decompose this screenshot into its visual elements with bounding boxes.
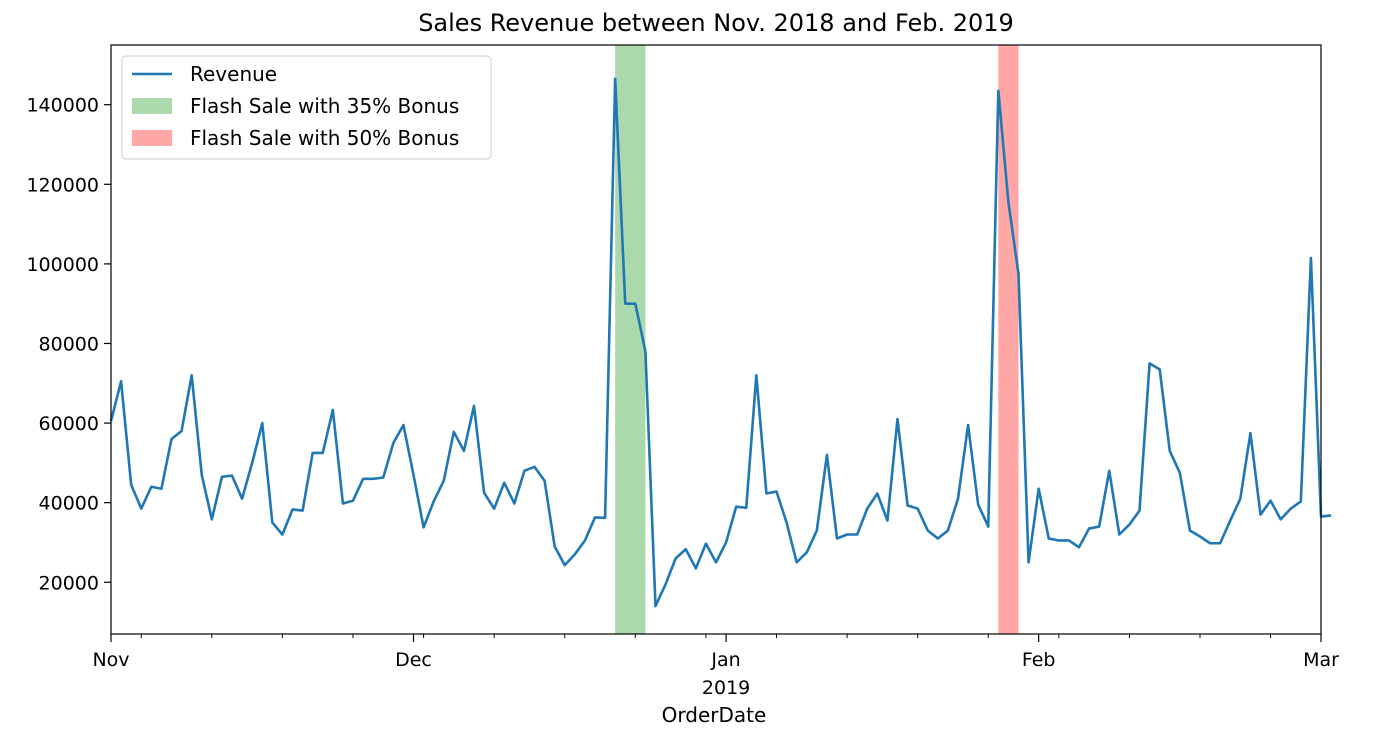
legend-label: Flash Sale with 35% Bonus xyxy=(190,94,459,118)
chart-title: Sales Revenue between Nov. 2018 and Feb.… xyxy=(418,9,1014,37)
legend-label: Revenue xyxy=(190,62,277,86)
spans-layer xyxy=(615,45,1019,634)
x-tick-label: Mar xyxy=(1303,649,1339,671)
x-tick-label: Feb xyxy=(1022,649,1056,671)
y-tick-label: 40000 xyxy=(39,493,99,515)
flash-sale-span-1 xyxy=(615,45,646,634)
y-tick-label: 100000 xyxy=(26,254,99,276)
x-tick-label: Jan xyxy=(710,649,740,671)
plot-frame xyxy=(110,44,1322,635)
y-tick-label: 120000 xyxy=(26,174,99,196)
legend-label: Flash Sale with 50% Bonus xyxy=(190,126,459,150)
flash-sale-span-2 xyxy=(998,45,1019,634)
y-tick-label: 20000 xyxy=(39,572,99,594)
legend-patch-swatch xyxy=(132,98,172,114)
x-axis: Nov Dec Jan 2019 Feb Mar xyxy=(92,634,1339,699)
legend: Revenue Flash Sale with 35% Bonus Flash Sa… xyxy=(121,55,492,160)
x-tick-label: Nov xyxy=(92,649,129,671)
series-layer xyxy=(109,77,1332,608)
x-tick-label: Dec xyxy=(395,649,432,671)
legend-patch-swatch xyxy=(132,130,172,146)
x-axis-label: OrderDate xyxy=(662,703,767,727)
y-tick-label: 80000 xyxy=(39,333,99,355)
y-tick-label: 60000 xyxy=(39,413,99,435)
x-tick-sublabel: 2019 xyxy=(702,677,750,699)
series-line-revenue xyxy=(109,77,1332,608)
y-tick-label: 140000 xyxy=(26,95,99,117)
legend-box xyxy=(121,55,492,160)
y-axis: 20000 40000 60000 80000 100000 120000 140000 xyxy=(26,95,111,594)
